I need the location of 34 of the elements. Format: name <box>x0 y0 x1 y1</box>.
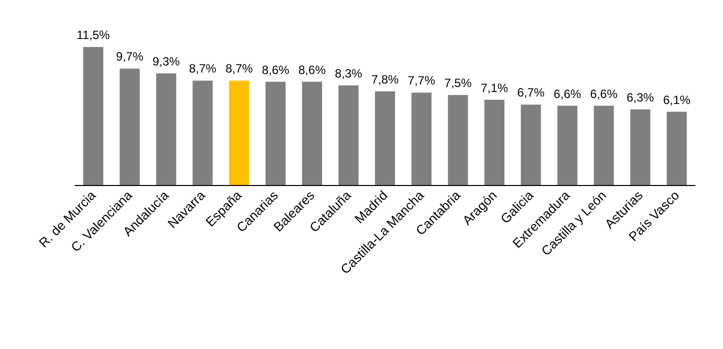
bar <box>374 91 396 185</box>
data-label: 6,3% <box>626 90 654 104</box>
data-label: 7,1% <box>480 80 508 95</box>
data-label: 8,7% <box>225 62 254 76</box>
bar <box>302 82 322 185</box>
bar <box>266 82 286 185</box>
data-label: 11,5% <box>76 28 110 42</box>
data-label: 8,6% <box>298 62 326 77</box>
data-label: 9,3% <box>152 54 180 68</box>
data-label: 6,6% <box>554 86 582 101</box>
bar <box>411 92 432 185</box>
bar <box>156 73 176 185</box>
data-label: 6,6% <box>590 86 618 101</box>
bar <box>630 109 650 185</box>
bar <box>192 80 213 185</box>
bar <box>666 112 687 185</box>
data-label: 7,5% <box>444 76 472 90</box>
data-label: 7,8% <box>371 72 399 86</box>
data-label: 8,6% <box>262 62 290 77</box>
bar <box>484 100 504 185</box>
bar <box>120 68 140 185</box>
bar <box>338 85 359 185</box>
data-label: 7,7% <box>408 74 436 88</box>
bar <box>448 95 468 185</box>
bar <box>557 106 578 185</box>
bar <box>520 104 541 185</box>
bar <box>83 47 104 185</box>
data-label: 8,7% <box>188 62 217 76</box>
bar <box>594 106 614 185</box>
bar <box>229 80 250 185</box>
data-label: 6,7% <box>517 86 545 100</box>
data-label: 9,7% <box>116 50 144 64</box>
data-label: 8,3% <box>334 66 363 80</box>
data-label: 6,1% <box>663 92 691 107</box>
